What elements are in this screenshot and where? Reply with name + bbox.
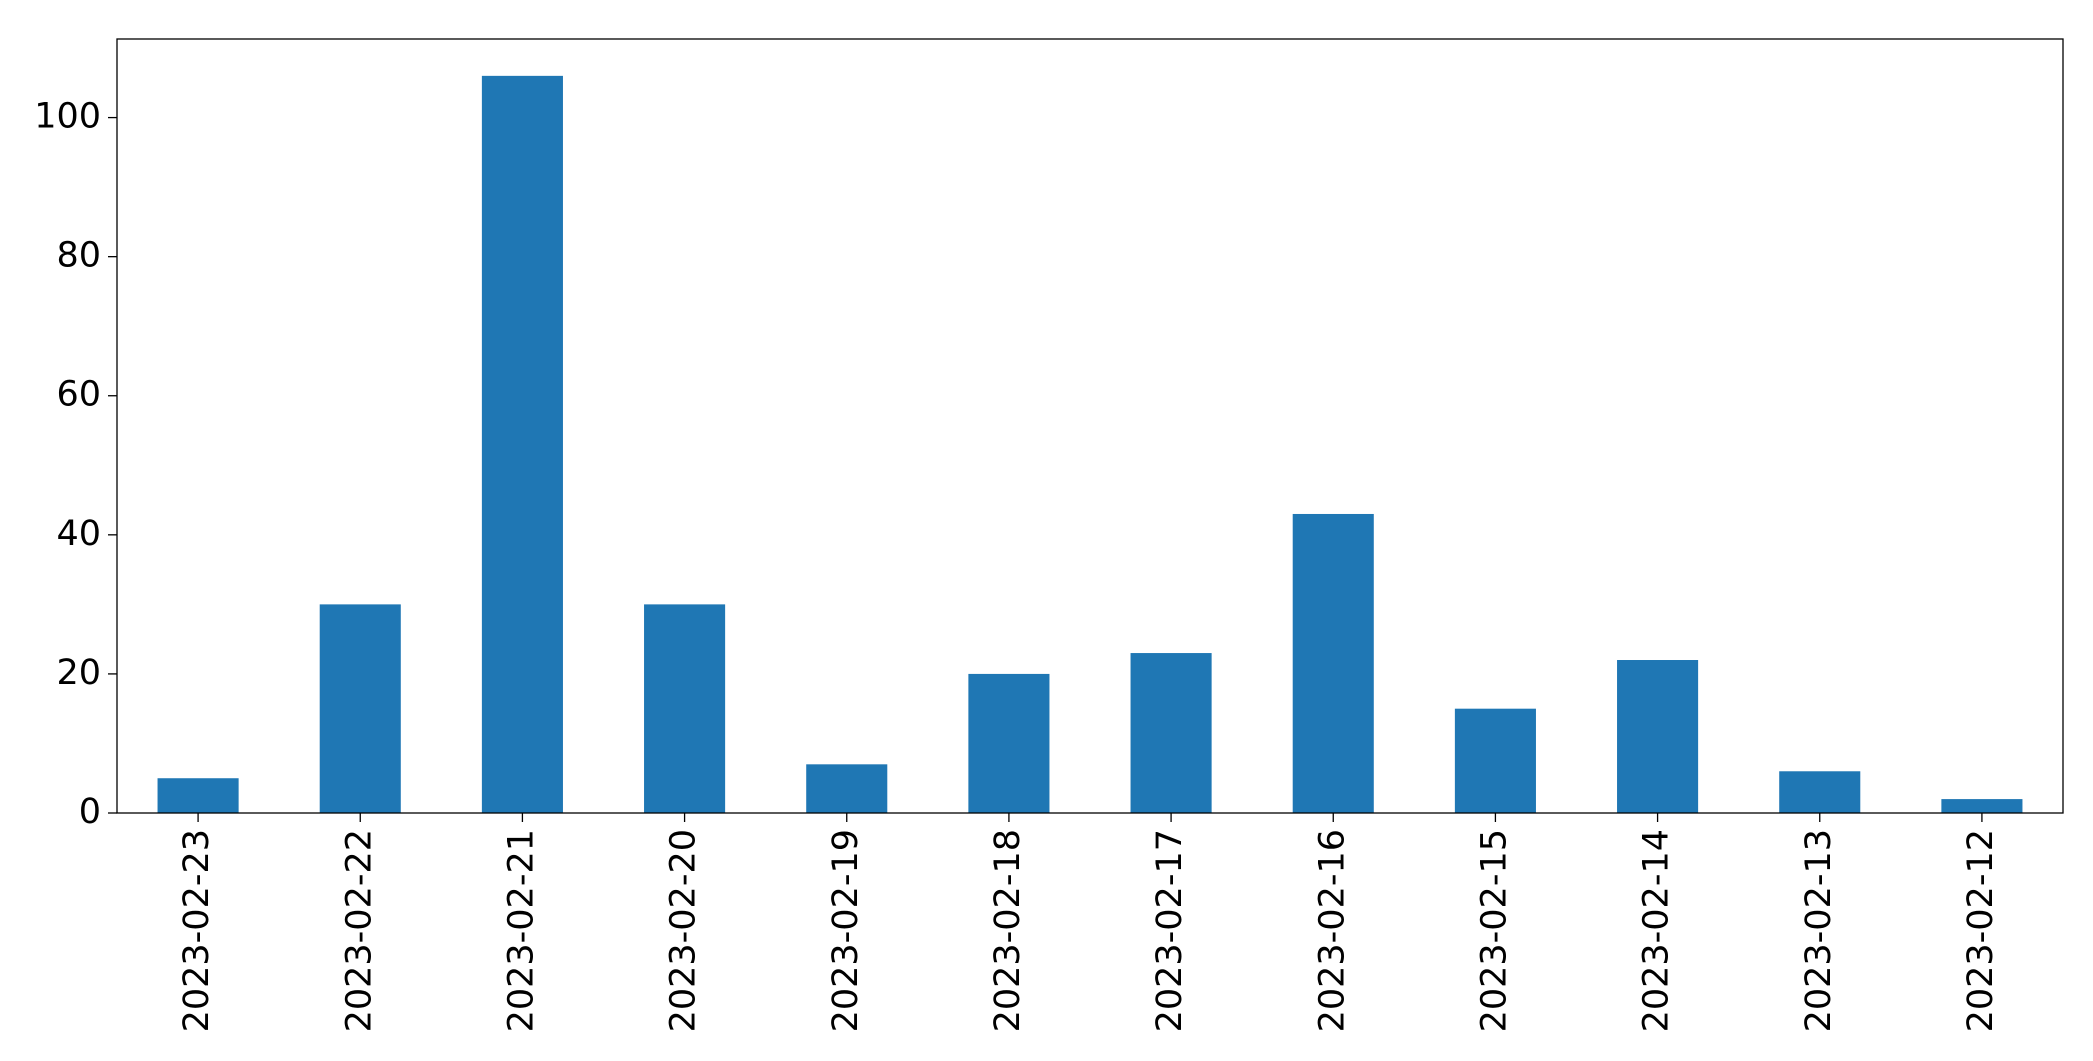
y-tick-label: 80 <box>56 236 101 276</box>
bar <box>1779 771 1861 813</box>
bar <box>644 604 726 813</box>
x-tick-label: 2023-02-16 <box>1312 829 1352 1032</box>
x-tick-label: 2023-02-15 <box>1474 829 1514 1032</box>
bar <box>1941 799 2023 813</box>
bar <box>1454 708 1536 813</box>
bar <box>319 604 401 813</box>
x-tick-label: 2023-02-14 <box>1637 829 1677 1032</box>
bar <box>806 764 888 813</box>
y-tick-label: 0 <box>79 792 101 832</box>
x-tick-label: 2023-02-17 <box>1150 829 1190 1032</box>
x-tick-label: 2023-02-22 <box>339 829 379 1032</box>
bar <box>157 778 239 813</box>
y-tick-label: 100 <box>34 97 101 137</box>
x-tick-label: 2023-02-21 <box>501 829 541 1032</box>
x-tick-label: 2023-02-12 <box>1961 829 2001 1032</box>
y-tick-label: 60 <box>56 375 101 415</box>
y-tick-label: 20 <box>56 653 101 693</box>
bar <box>1292 513 1374 813</box>
x-tick-label: 2023-02-20 <box>664 829 704 1032</box>
bar <box>1617 660 1699 813</box>
bar <box>481 75 563 814</box>
bar <box>968 673 1050 813</box>
y-tick-label: 40 <box>56 514 101 554</box>
x-tick-label: 2023-02-19 <box>826 829 866 1032</box>
x-tick-label: 2023-02-23 <box>177 829 217 1032</box>
bar <box>1130 653 1212 813</box>
x-tick-label: 2023-02-18 <box>988 829 1028 1032</box>
x-tick-label: 2023-02-13 <box>1799 829 1839 1032</box>
plot-frame <box>116 38 2064 814</box>
